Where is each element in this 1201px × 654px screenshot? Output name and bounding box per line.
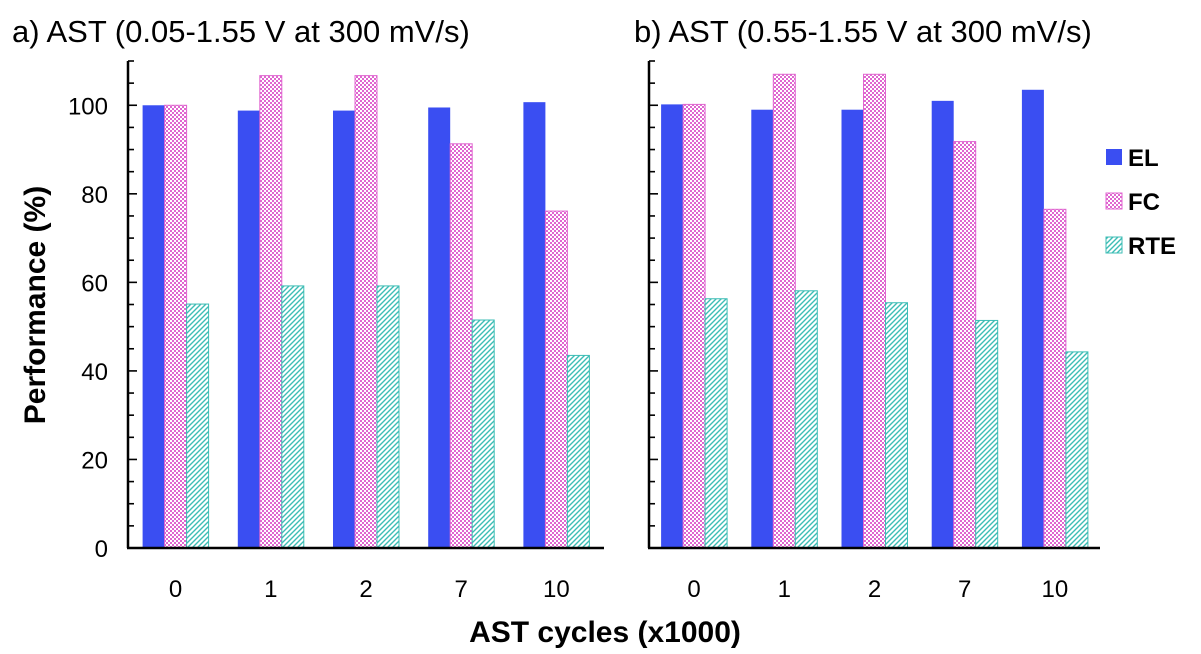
x-tick-label-b-10: 10 [1042,576,1069,603]
bar-a-rte-1 [281,285,305,549]
bar-b-rte-7 [975,319,999,549]
x-tick-label-a-1: 1 [264,576,277,603]
x-tick-label-b-0: 0 [687,576,700,603]
legend-label-rte: RTE [1128,233,1176,260]
y-tick-label-0: 0 [95,536,108,563]
panel-b-title: b) AST (0.55-1.55 V at 300 mV/s) [634,14,1092,49]
bar-b-el-2 [841,109,864,548]
bar-a-el-2 [333,110,355,548]
y-tick-label-80: 80 [81,182,108,209]
bar-b-el-1 [751,109,774,548]
bar-b-fc-10 [1043,208,1067,549]
bar-a-el-7 [428,107,451,549]
y-tick-label-20: 20 [81,447,108,474]
x-tick-label-a-7: 7 [455,576,468,603]
x-tick-label-b-2: 2 [868,576,881,603]
x-axis-title: AST cycles (x1000) [469,616,741,649]
x-tick-label-b-7: 7 [958,576,971,603]
bar-b-fc-7 [953,141,977,549]
bar-b-el-10 [1021,89,1044,548]
bar-b-rte-0 [704,298,728,549]
bar-a-el-10 [523,102,546,549]
y-axis-title: Performance (%) [19,186,52,424]
bar-b-fc-2 [863,73,886,549]
bar-b-rte-10 [1065,351,1089,549]
bar-b-rte-1 [794,290,818,549]
bar-a-fc-7 [449,143,473,549]
bar-b-fc-1 [772,73,796,549]
x-tick-label-a-2: 2 [359,576,372,603]
bar-a-fc-2 [354,75,378,549]
bar-b-rte-2 [885,302,908,549]
panel-a-title: a) AST (0.05-1.55 V at 300 mV/s) [12,14,470,49]
legend: EL FC RTE [1105,145,1176,260]
bar-b-fc-0 [682,103,706,549]
x-tick-label-b-1: 1 [778,576,791,603]
bar-a-el-1 [237,110,260,548]
legend-swatch-fc [1105,192,1123,210]
bar-a-rte-7 [471,319,495,549]
bar-b-el-7 [931,100,954,548]
bar-a-rte-10 [566,354,590,549]
bar-a-fc-10 [544,210,568,549]
y-tick-label-40: 40 [81,359,108,386]
x-tick-label-a-10: 10 [543,576,570,603]
legend-label-el: EL [1128,145,1159,172]
bar-a-fc-1 [259,75,283,549]
bar-a-rte-0 [186,303,210,549]
x-tick-label-a-0: 0 [169,576,182,603]
bar-a-rte-2 [376,285,400,549]
legend-swatch-el [1106,149,1122,165]
y-tick-label-100: 100 [68,93,108,120]
bar-a-el-0 [142,105,165,549]
y-tick-label-60: 60 [81,270,108,297]
legend-label-fc: FC [1128,189,1160,216]
bar-a-fc-0 [164,104,188,549]
panel-b: 0 1 2 7 10 [647,60,1100,603]
bar-b-el-0 [661,104,684,548]
legend-swatch-rte [1105,236,1123,254]
